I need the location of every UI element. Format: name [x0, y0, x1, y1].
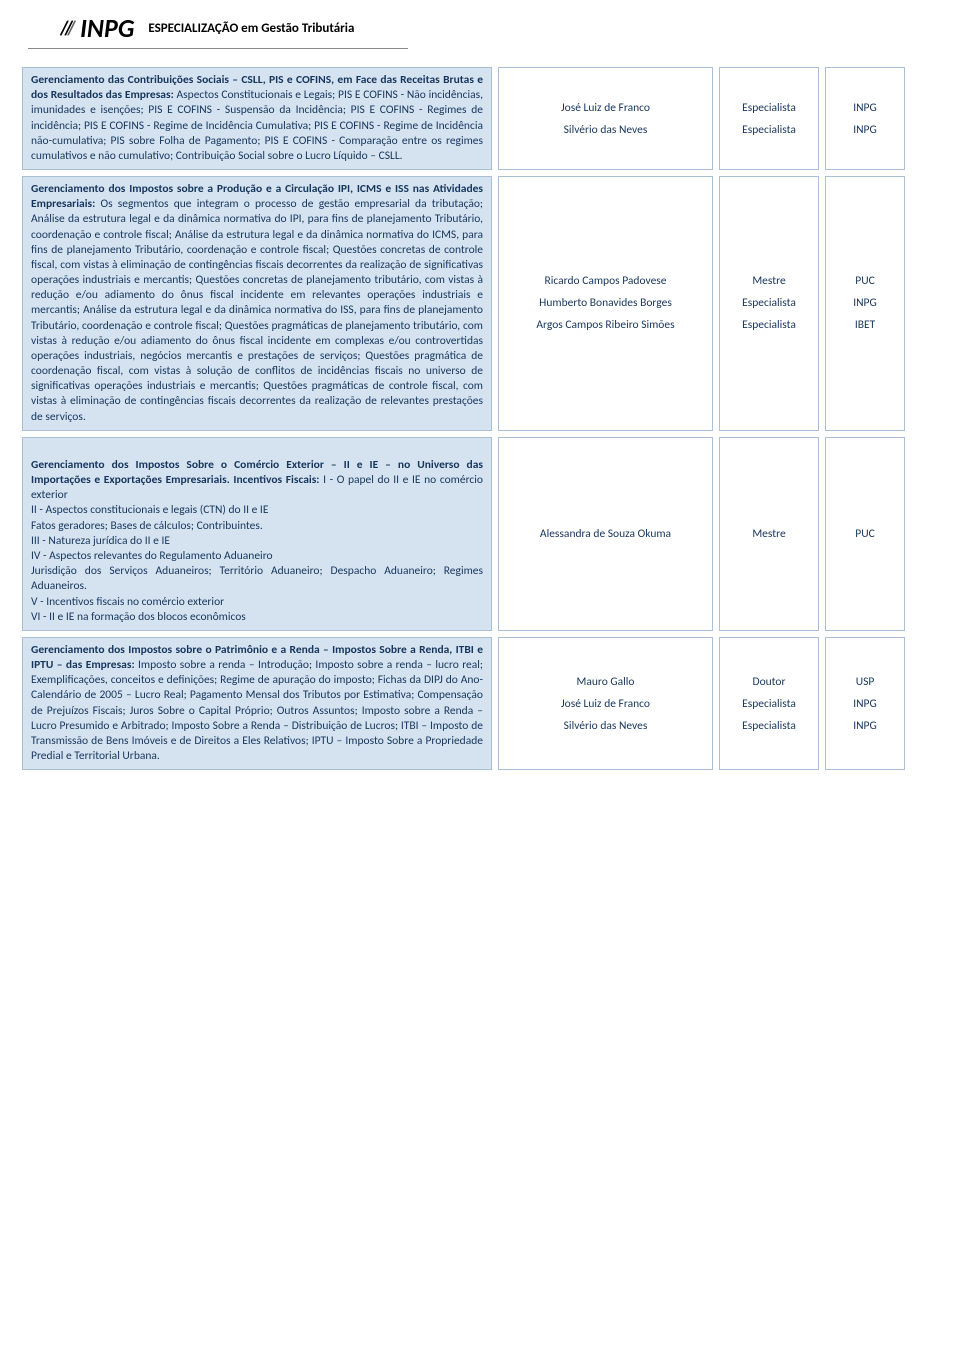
institution-label: INPG	[853, 123, 877, 137]
institution-label: INPG	[853, 697, 877, 711]
institution-label: USP	[856, 675, 875, 689]
desc-body: Os segmentos que integram o processo de …	[31, 197, 483, 423]
table-row: Gerenciamento dos Impostos Sobre o Comér…	[22, 437, 938, 631]
role-label: Especialista	[742, 719, 796, 733]
people-cell: Ricardo Campos Padovese Humberto Bonavid…	[498, 176, 713, 431]
logo: INPG	[56, 12, 134, 44]
person-name: José Luiz de Franco	[561, 697, 650, 711]
logo-text: INPG	[80, 12, 134, 44]
institution-cell: PUC INPG IBET	[825, 176, 905, 431]
person-name: Humberto Bonavides Borges	[539, 296, 672, 310]
header-title: ESPECIALIZAÇÃO em Gestão Tributária	[148, 21, 354, 36]
person-name: Silvério das Neves	[564, 123, 648, 137]
table-row: Gerenciamento das Contribuições Sociais …	[22, 67, 938, 170]
institution-cell: PUC	[825, 437, 905, 631]
institution-label: IBET	[855, 318, 875, 332]
person-name: Ricardo Campos Padovese	[544, 274, 666, 288]
description-cell: Gerenciamento das Contribuições Sociais …	[22, 67, 492, 170]
people-cell: Alessandra de Souza Okuma	[498, 437, 713, 631]
institution-label: PUC	[855, 274, 874, 288]
person-name: Silvério das Neves	[564, 719, 648, 733]
role-label: Especialista	[742, 318, 796, 332]
description-cell: Gerenciamento dos Impostos Sobre o Comér…	[22, 437, 492, 631]
role-label: Especialista	[742, 697, 796, 711]
institution-label: INPG	[853, 719, 877, 733]
role-cell: Doutor Especialista Especialista	[719, 637, 819, 770]
role-cell: Mestre Especialista Especialista	[719, 176, 819, 431]
table-row: Gerenciamento dos Impostos sobre a Produ…	[22, 176, 938, 431]
description-cell: Gerenciamento dos Impostos sobre a Produ…	[22, 176, 492, 431]
role-cell: Especialista Especialista	[719, 67, 819, 170]
logo-icon	[56, 17, 78, 39]
role-label: Doutor	[753, 675, 786, 689]
institution-label: PUC	[855, 527, 874, 541]
role-label: Especialista	[742, 296, 796, 310]
institution-label: INPG	[853, 101, 877, 115]
description-cell: Gerenciamento dos Impostos sobre o Patri…	[22, 637, 492, 770]
content-table: Gerenciamento das Contribuições Sociais …	[0, 67, 960, 806]
role-label: Mestre	[752, 527, 785, 541]
table-row: Gerenciamento dos Impostos sobre o Patri…	[22, 637, 938, 770]
role-label: Especialista	[742, 123, 796, 137]
people-cell: Mauro Gallo José Luiz de Franco Silvério…	[498, 637, 713, 770]
person-name: Mauro Gallo	[577, 675, 635, 689]
institution-cell: USP INPG INPG	[825, 637, 905, 770]
institution-label: INPG	[853, 296, 877, 310]
desc-body: I - O papel do II e IE no comércio exter…	[31, 473, 483, 624]
page-header: INPG ESPECIALIZAÇÃO em Gestão Tributária	[28, 0, 408, 49]
desc-body: Imposto sobre a renda – Introdução; Impo…	[31, 658, 483, 763]
person-name: Alessandra de Souza Okuma	[540, 527, 671, 541]
people-cell: José Luiz de Franco Silvério das Neves	[498, 67, 713, 170]
person-name: Argos Campos Ribeiro Simões	[536, 318, 674, 332]
role-cell: Mestre	[719, 437, 819, 631]
person-name: José Luiz de Franco	[561, 101, 650, 115]
institution-cell: INPG INPG	[825, 67, 905, 170]
role-label: Mestre	[752, 274, 785, 288]
role-label: Especialista	[742, 101, 796, 115]
